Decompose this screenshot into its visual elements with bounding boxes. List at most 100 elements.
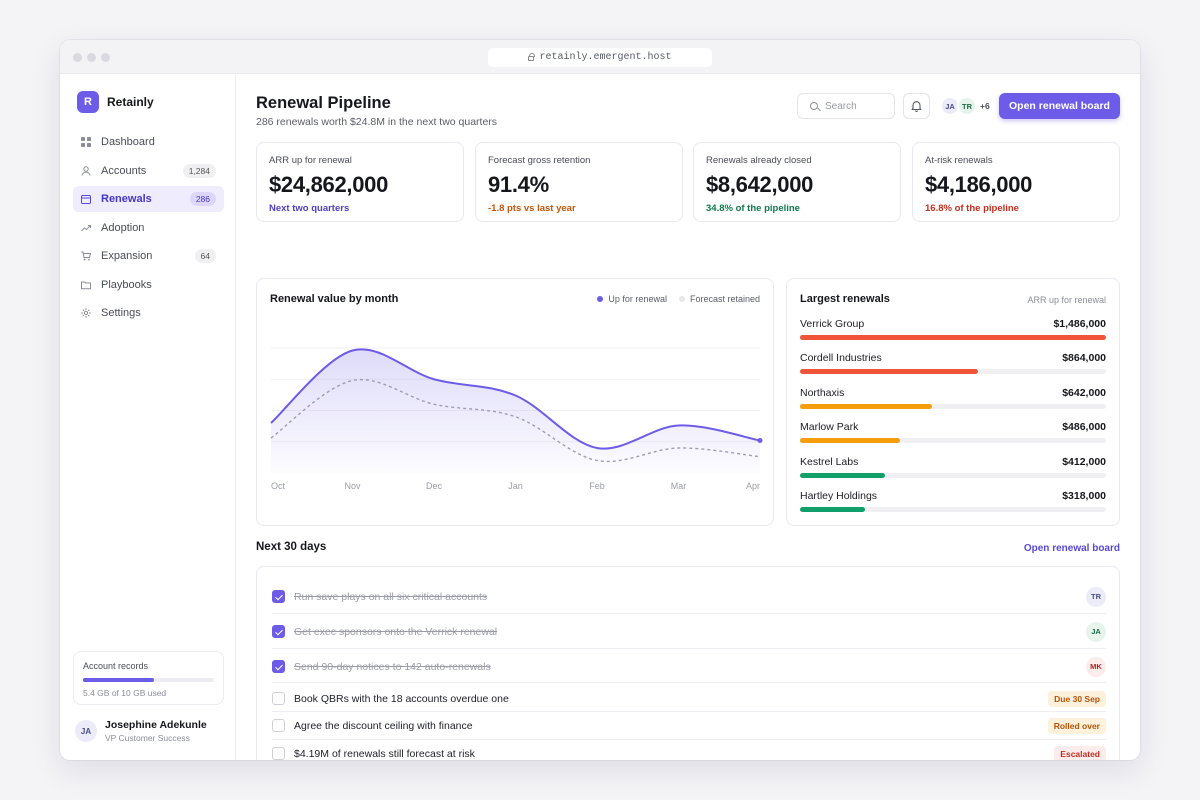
series-line-up-for-renewal xyxy=(270,348,761,450)
renewal-row[interactable]: Kestrel Labs $412,000 xyxy=(800,456,1106,478)
task-checkbox[interactable] xyxy=(272,660,285,673)
window-close-dot[interactable] xyxy=(73,53,82,62)
legend-item-forecast-retained: Forecast retained xyxy=(678,294,760,304)
chart-legend: Up for renewal Forecast retained xyxy=(597,294,760,304)
legend-item-up-for-renewal: Up for renewal xyxy=(597,294,667,304)
user-profile[interactable]: JA Josephine Adekunle VP Customer Succes… xyxy=(75,719,207,743)
renewal-amount: $318,000 xyxy=(1062,490,1106,502)
chart-title: Renewal value by month xyxy=(270,293,399,305)
search-input[interactable]: Search xyxy=(797,93,895,119)
task-checkbox[interactable] xyxy=(272,719,285,732)
legend-label: Forecast retained xyxy=(689,294,760,304)
task-checkbox[interactable] xyxy=(272,692,285,705)
x-tick-label: Feb xyxy=(589,481,605,491)
stat-note: -1.8 pts vs last year xyxy=(488,203,576,214)
renewal-amount: $486,000 xyxy=(1062,421,1106,434)
stat-label: Renewals already closed xyxy=(706,155,812,166)
legend-dot xyxy=(678,296,685,302)
stat-card: Renewals already closed $8,642,000 34.8% o… xyxy=(693,142,901,222)
renewal-bar xyxy=(800,403,933,409)
task-status-tag: Due 30 Sep xyxy=(1048,690,1106,707)
series-line-forecast-retained xyxy=(270,378,761,463)
task-text: Send 90-day notices to 142 auto-renewals xyxy=(294,660,491,673)
task-row: Run save plays on all six critical accou… xyxy=(272,583,1106,610)
renewal-value-chart-card: Oct Nov Dec Jan Feb Mar Apr Renewal value by m… xyxy=(256,278,774,526)
largest-renewals-title: Largest renewals xyxy=(800,293,890,305)
gear-icon xyxy=(81,308,91,318)
storage-progress-fill xyxy=(83,678,154,682)
task-row: $4.19M of renewals still forecast at ris… xyxy=(272,740,1106,760)
x-tick-label: Dec xyxy=(426,481,443,491)
page-title: Renewal Pipeline xyxy=(256,94,391,112)
renewal-bar xyxy=(800,369,978,375)
sidebar-item-accounts[interactable]: Accounts 1,284 xyxy=(73,158,224,184)
storage-progress-bar xyxy=(83,678,214,682)
sidebar-item-expansion[interactable]: Expansion 64 xyxy=(73,243,224,269)
sidebar-item-renewals[interactable]: Renewals 286 xyxy=(73,186,224,212)
task-divider xyxy=(272,711,1106,712)
notifications-button[interactable] xyxy=(903,93,930,119)
task-text: Agree the discount ceiling with finance xyxy=(294,719,473,732)
sidebar-item-adoption[interactable]: Adoption xyxy=(73,215,224,241)
task-assignee-avatar[interactable]: TR xyxy=(1086,586,1106,607)
stat-label: ARR up for renewal xyxy=(269,155,352,166)
legend-label: Up for renewal xyxy=(608,294,667,304)
sidebar: R Retainly Dashboard Accounts 1,284 Renewal… xyxy=(60,74,236,760)
task-checkbox[interactable] xyxy=(272,625,285,638)
task-divider xyxy=(272,613,1106,614)
renewal-row[interactable]: Cordell Industries $864,000 xyxy=(800,352,1106,375)
stat-label: At-risk renewals xyxy=(925,155,993,166)
renewal-bar xyxy=(800,438,901,444)
series-area-up-for-renewal xyxy=(271,349,760,473)
browser-window: retainly.emergent.host R Retainly Dashbo… xyxy=(60,40,1140,760)
sidebar-item-count: 1,284 xyxy=(182,163,216,178)
renewal-bar-track xyxy=(800,369,1106,375)
renewal-bar-track xyxy=(800,472,1106,478)
task-text: Book QBRs with the 18 accounts overdue o… xyxy=(294,692,509,705)
task-checkbox[interactable] xyxy=(272,747,285,760)
renewal-account-name: Northaxis xyxy=(800,386,845,399)
task-text: $4.19M of renewals still forecast at ris… xyxy=(294,747,475,760)
folder-icon xyxy=(81,280,91,290)
renewal-account-name: Verrick Group xyxy=(800,318,865,330)
collaborator-avatars[interactable]: JA TR +6 xyxy=(940,96,990,116)
account-records-card: Account records 5.4 GB of 10 GB used xyxy=(73,651,224,705)
renewal-bar-track xyxy=(800,403,1106,409)
sidebar-item-playbooks[interactable]: Playbooks xyxy=(73,272,224,298)
stat-card: At-risk renewals $4,186,000 16.8% of the p… xyxy=(912,142,1120,222)
stat-value: $8,642,000 xyxy=(706,172,814,197)
legend-dot xyxy=(597,296,604,302)
bell-icon xyxy=(911,101,922,112)
renewal-amount: $412,000 xyxy=(1062,455,1106,468)
task-assignee-avatar[interactable]: MK xyxy=(1086,656,1106,677)
address-bar[interactable]: retainly.emergent.host xyxy=(488,48,712,67)
stat-note: 34.8% of the pipeline xyxy=(706,203,800,214)
window-minimize-dot[interactable] xyxy=(87,53,96,62)
renewal-row[interactable]: Hartley Holdings $318,000 xyxy=(800,490,1106,512)
stat-note: 16.8% of the pipeline xyxy=(925,203,1019,214)
user-role: VP Customer Success xyxy=(105,733,190,743)
renewal-row[interactable]: Verrick Group $1,486,000 xyxy=(800,318,1106,340)
renewal-bar-track xyxy=(800,335,1106,340)
stat-card: Forecast gross retention 91.4% -1.8 pts vs… xyxy=(475,142,683,222)
calendar-icon xyxy=(81,194,91,204)
trend-icon xyxy=(81,223,91,233)
task-assignee-avatar[interactable]: JA xyxy=(1086,621,1106,642)
open-renewal-board-button[interactable]: Open renewal board xyxy=(999,93,1120,119)
window-maximize-dot[interactable] xyxy=(101,53,110,62)
brand[interactable]: R Retainly xyxy=(77,91,154,113)
sidebar-item-dashboard[interactable]: Dashboard xyxy=(73,129,224,155)
x-tick-label: Jan xyxy=(508,481,523,491)
sidebar-item-settings[interactable]: Settings xyxy=(73,300,224,326)
sidebar-item-count: 64 xyxy=(194,249,216,263)
records-title: Account records xyxy=(83,661,149,671)
task-status-tag: Rolled over xyxy=(1047,717,1106,734)
renewal-row[interactable]: Marlow Park $486,000 xyxy=(800,421,1106,444)
task-text: Run save plays on all six critical accou… xyxy=(294,590,488,603)
renewal-row[interactable]: Northaxis $642,000 xyxy=(800,387,1106,409)
open-renewal-board-link[interactable]: Open renewal board xyxy=(1023,543,1120,554)
stat-label: Forecast gross retention xyxy=(488,155,591,166)
task-checkbox[interactable] xyxy=(272,590,285,603)
task-divider xyxy=(272,682,1106,683)
largest-renewals-subtitle: ARR up for renewal xyxy=(1027,295,1106,305)
